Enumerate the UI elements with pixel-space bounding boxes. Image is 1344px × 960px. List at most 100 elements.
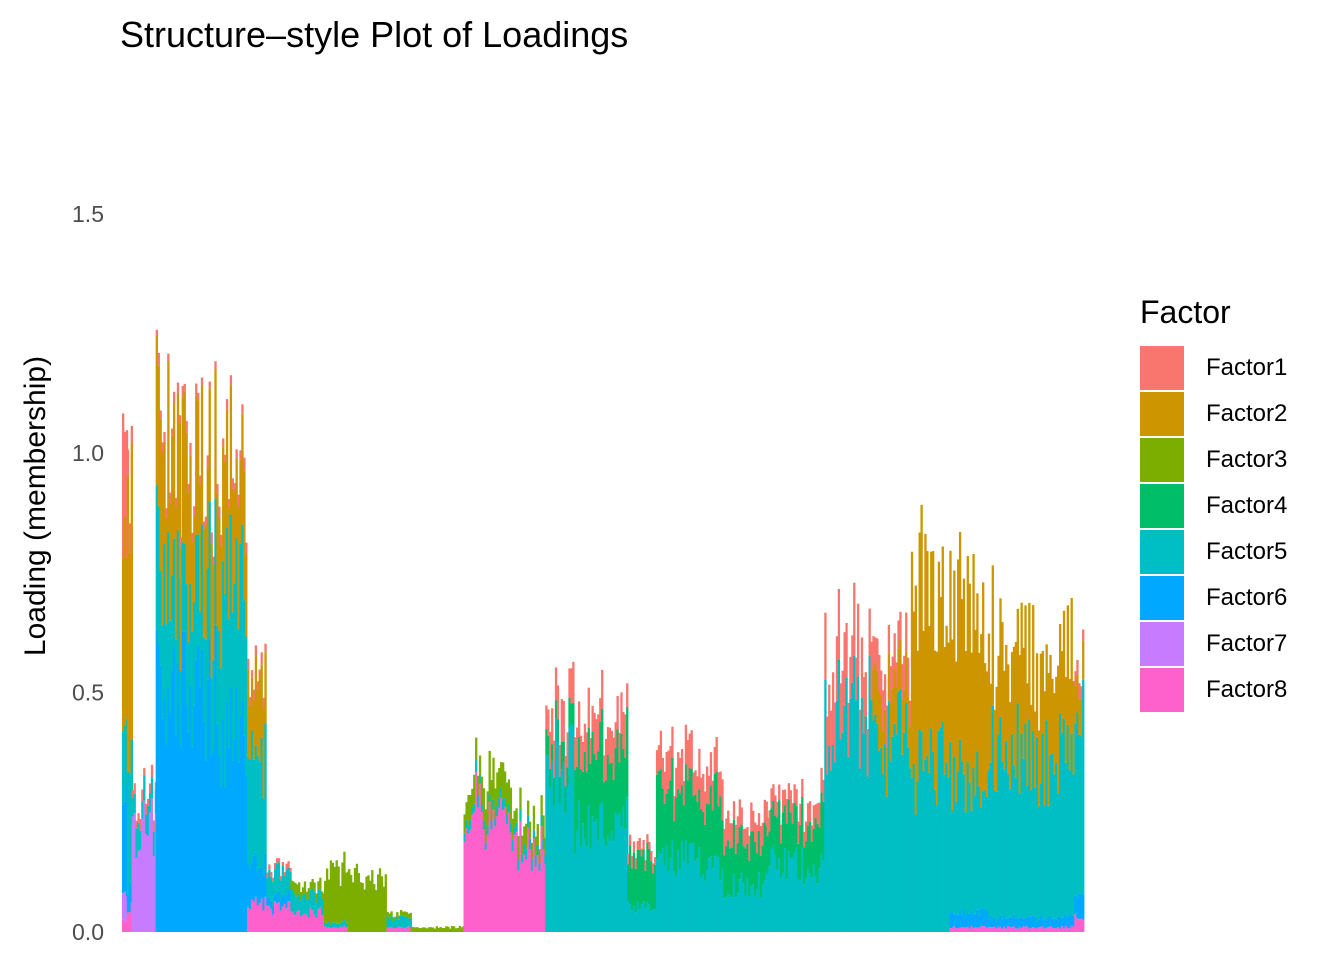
bar-segment-factor8 xyxy=(1010,927,1014,932)
bar-segment-factor4 xyxy=(778,800,781,859)
bar-segment-factor5 xyxy=(889,761,892,932)
bar-segment-factor8 xyxy=(473,812,476,932)
bar-segment-factor5 xyxy=(471,806,474,815)
bar-segment-factor5 xyxy=(143,775,146,801)
bar-segment-factor6 xyxy=(955,914,958,929)
bar-segment-factor5 xyxy=(781,872,785,932)
bar-segment-factor8 xyxy=(1060,926,1064,932)
bar-segment-factor1 xyxy=(818,802,821,828)
bar-segment-factor5 xyxy=(830,770,833,932)
bar-segment-factor1 xyxy=(622,712,625,749)
bar-segment-factor2 xyxy=(247,669,250,759)
bar-segment-factor1 xyxy=(245,542,248,555)
bar-segment-factor1 xyxy=(690,730,693,769)
bar-segment-factor6 xyxy=(1064,914,1068,927)
bar-segment-factor3 xyxy=(335,860,338,924)
bar-segment-factor8 xyxy=(122,919,125,932)
bar-segment-factor1 xyxy=(560,699,563,742)
bar-segment-factor5 xyxy=(311,888,314,911)
bar-segment-factor5 xyxy=(167,532,170,688)
bar-segment-factor5 xyxy=(1037,806,1041,920)
bar-segment-factor5 xyxy=(856,676,860,932)
bar-segment-factor5 xyxy=(303,893,307,914)
bar-segment-factor1 xyxy=(195,383,198,396)
bar-segment-factor4 xyxy=(759,855,763,898)
bar-segment-factor2 xyxy=(233,491,236,584)
bar-segment-factor1 xyxy=(1082,629,1085,641)
bar-segment-factor6 xyxy=(266,894,269,906)
bar-segment-factor2 xyxy=(955,661,958,803)
bar-segment-factor2 xyxy=(893,668,896,724)
bar-segment-factor6 xyxy=(248,868,252,910)
bar-segment-factor5 xyxy=(905,703,908,932)
bar-segment-factor1 xyxy=(137,813,140,823)
bar-segment-factor5 xyxy=(185,584,188,706)
bar-segment-factor2 xyxy=(1003,670,1006,770)
bar-segment-factor5 xyxy=(139,830,142,850)
bar-segment-factor1 xyxy=(715,737,718,772)
bar-segment-factor4 xyxy=(684,764,688,840)
bar-segment-factor5 xyxy=(653,908,657,932)
bar-segment-factor5 xyxy=(993,790,996,917)
bar-segment-factor6 xyxy=(1024,918,1027,927)
bar-segment-factor8 xyxy=(400,927,403,932)
bar-segment-factor1 xyxy=(824,612,827,680)
bar-segment-factor5 xyxy=(268,869,271,898)
bar-segment-factor1 xyxy=(627,853,630,865)
bar-segment-factor5 xyxy=(1030,790,1033,917)
bar-segment-factor5 xyxy=(958,739,962,910)
bar-segment-factor5 xyxy=(1026,785,1029,917)
bar-segment-factor1 xyxy=(677,752,680,789)
bar-segment-factor4 xyxy=(730,847,734,898)
bar-segment-factor2 xyxy=(918,532,921,730)
bar-segment-factor3 xyxy=(319,877,322,891)
bar-segment-factor8 xyxy=(1055,928,1058,932)
bar-segment-factor1 xyxy=(250,670,254,678)
bar-segment-factor3 xyxy=(505,782,509,815)
bar-segment-factor1 xyxy=(675,767,678,798)
bar-segment-factor6 xyxy=(1078,893,1081,920)
bar-segment-factor8 xyxy=(337,928,340,932)
bar-segment-factor8 xyxy=(534,866,538,932)
bar-segment-factor5 xyxy=(1068,769,1071,917)
bar-segment-factor2 xyxy=(1030,704,1033,791)
bar-segment-factor5 xyxy=(1016,703,1019,919)
bar-segment-factor4 xyxy=(636,850,639,902)
bar-segment-factor2 xyxy=(947,642,950,778)
bar-segment-factor8 xyxy=(311,910,314,932)
bar-segment-factor5 xyxy=(176,530,180,664)
bar-segment-factor5 xyxy=(768,866,771,932)
bar-segment-factor4 xyxy=(723,855,726,899)
bar-segment-factor6 xyxy=(999,914,1002,927)
bar-segment-factor1 xyxy=(632,841,636,853)
bar-segment-factor5 xyxy=(1008,788,1012,917)
bar-segment-factor1 xyxy=(671,726,674,758)
bar-segment-factor5 xyxy=(315,902,318,919)
bar-segment-factor1 xyxy=(789,790,792,813)
bar-segment-factor8 xyxy=(1018,927,1021,932)
legend-swatch xyxy=(1140,576,1184,620)
bar-segment-factor8 xyxy=(275,903,279,932)
bar-segment-factor5 xyxy=(579,846,583,932)
bar-segment-factor6 xyxy=(256,873,259,906)
bar-segment-factor5 xyxy=(787,851,791,932)
bar-segment-factor2 xyxy=(989,683,993,763)
bar-segment-factor2 xyxy=(163,441,166,545)
bar-segment-factor5 xyxy=(172,538,176,648)
bar-segment-factor5 xyxy=(229,514,233,687)
bar-segment-factor2 xyxy=(165,517,168,625)
bar-segment-factor1 xyxy=(776,801,779,818)
bar-segment-factor8 xyxy=(523,854,526,932)
bar-segment-factor3 xyxy=(400,909,403,916)
bar-segment-factor5 xyxy=(528,838,532,850)
bar-segment-factor1 xyxy=(260,652,263,665)
bar-segment-factor4 xyxy=(597,751,600,841)
bar-segment-factor1 xyxy=(644,860,647,871)
bar-segment-factor2 xyxy=(982,582,985,792)
bar-segment-factor5 xyxy=(972,768,975,915)
bar-segment-factor6 xyxy=(1018,917,1021,928)
bar-segment-factor3 xyxy=(375,890,378,932)
bar-segment-factor6 xyxy=(1053,918,1056,929)
bar-segment-factor4 xyxy=(667,789,670,872)
bar-segment-factor5 xyxy=(939,728,943,932)
